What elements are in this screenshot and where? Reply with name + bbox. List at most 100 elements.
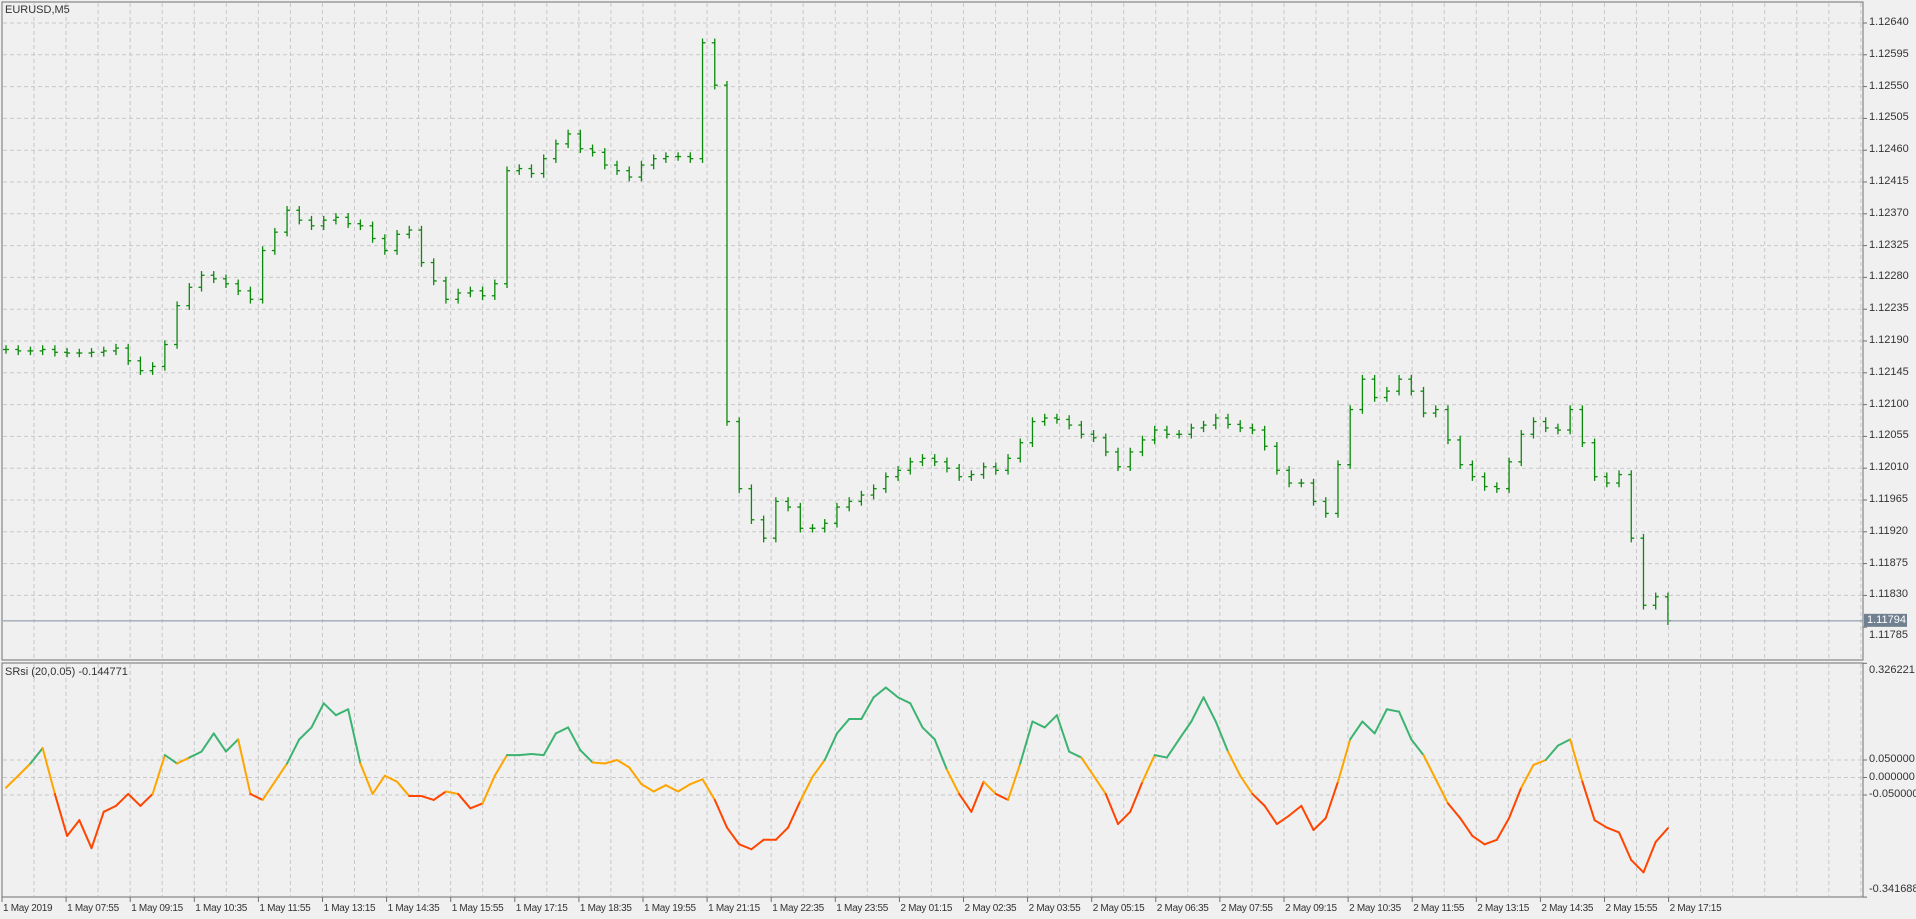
indicator-segment bbox=[1385, 708, 1401, 713]
price-bar bbox=[626, 166, 633, 182]
indicator-segment bbox=[1165, 738, 1181, 759]
indicator-segment bbox=[176, 756, 191, 765]
price-axis-label: 1.11920 bbox=[1869, 524, 1908, 537]
indicator-segment bbox=[66, 819, 81, 837]
time-axis-label: 2 May 14:35 bbox=[1541, 903, 1594, 914]
price-bar bbox=[247, 286, 254, 304]
time-axis-label: 2 May 03:55 bbox=[1028, 903, 1081, 914]
price-bar bbox=[1298, 478, 1305, 488]
price-bar bbox=[381, 234, 388, 255]
price-bar bbox=[1115, 447, 1122, 472]
indicator-segment bbox=[1153, 754, 1168, 759]
price-bar bbox=[1591, 438, 1598, 481]
indicator-segment bbox=[151, 754, 166, 795]
price-bar bbox=[1066, 415, 1073, 430]
indicator-axis-label: 0.000000 bbox=[1869, 770, 1915, 783]
price-bar bbox=[308, 215, 315, 231]
indicator-segment bbox=[249, 792, 264, 801]
indicator-segment bbox=[1275, 814, 1291, 826]
indicator-segment bbox=[1190, 696, 1205, 723]
indicator-segment bbox=[994, 792, 1010, 801]
chart-title: EURUSD,M5 bbox=[5, 4, 70, 16]
time-axis-label: 2 May 13:15 bbox=[1477, 903, 1530, 914]
indicator-segment bbox=[78, 819, 93, 850]
indicator-segment bbox=[725, 826, 741, 846]
indicator-title: SRsi (20,0.05) -0.144771 bbox=[5, 666, 128, 678]
price-bar bbox=[210, 271, 217, 284]
price-bar bbox=[882, 472, 889, 493]
time-axis-label: 1 May 14:35 bbox=[387, 903, 440, 914]
indicator-segment bbox=[481, 774, 496, 805]
indicator-segment bbox=[872, 686, 887, 699]
price-bar bbox=[760, 515, 767, 543]
price-bar bbox=[1542, 417, 1549, 433]
current-price-label: 1.11794 bbox=[1867, 613, 1906, 626]
indicator-segment bbox=[1422, 754, 1437, 781]
indicator-segment bbox=[1092, 774, 1107, 795]
price-bar bbox=[491, 279, 498, 301]
time-axis-label: 2 May 09:15 bbox=[1285, 903, 1337, 914]
price-bar bbox=[1396, 374, 1403, 396]
indicator-segment bbox=[188, 750, 203, 759]
price-bar bbox=[785, 497, 792, 512]
indicator-segment bbox=[1446, 802, 1462, 820]
price-bar bbox=[1090, 430, 1097, 443]
indicator-segment bbox=[396, 780, 411, 798]
indicator-segment bbox=[1544, 744, 1559, 761]
price-bar bbox=[1005, 454, 1012, 475]
indicator-segment bbox=[493, 754, 509, 777]
price-bar bbox=[931, 454, 938, 467]
price-bar bbox=[1530, 417, 1537, 439]
indicator-segment bbox=[90, 810, 105, 850]
price-bar bbox=[112, 343, 119, 356]
time-axis-label: 1 May 15:55 bbox=[451, 903, 504, 914]
price-bar bbox=[271, 227, 278, 255]
price-bar bbox=[161, 340, 168, 371]
indicator-segment bbox=[958, 792, 973, 813]
indicator-segment bbox=[1618, 831, 1633, 862]
price-bar bbox=[919, 454, 926, 467]
time-axis-label: 2 May 17:15 bbox=[1669, 903, 1722, 914]
price-bar bbox=[1286, 466, 1293, 488]
price-bar bbox=[369, 221, 376, 243]
indicator-segment bbox=[1202, 696, 1217, 723]
price-axis-label: 1.12235 bbox=[1869, 302, 1909, 315]
indicator-segment bbox=[530, 753, 545, 757]
price-bar bbox=[467, 286, 474, 298]
price-bar bbox=[1176, 430, 1183, 439]
price-bar bbox=[332, 213, 339, 225]
time-axis-label: 2 May 07:55 bbox=[1220, 903, 1273, 914]
indicator-segment bbox=[1251, 792, 1266, 807]
indicator-segment bbox=[591, 761, 606, 765]
indicator-segment bbox=[1605, 826, 1621, 834]
indicator-segment bbox=[469, 802, 484, 810]
price-bar bbox=[980, 462, 987, 479]
price-axis-label: 1.11875 bbox=[1869, 556, 1908, 569]
price-bar bbox=[1359, 374, 1366, 414]
price-bar bbox=[15, 345, 22, 356]
price-bar bbox=[540, 154, 547, 178]
price-bar bbox=[418, 225, 425, 267]
indicator-segment bbox=[921, 726, 936, 741]
price-bar bbox=[1029, 417, 1036, 447]
price-bar bbox=[27, 346, 34, 356]
indicator-segment bbox=[567, 726, 582, 752]
time-axis-label: 1 May 07:55 bbox=[67, 903, 119, 914]
indicator-segment bbox=[1495, 817, 1511, 841]
indicator-segment bbox=[970, 780, 985, 813]
price-axis-label: 1.12505 bbox=[1869, 111, 1909, 124]
indicator-segment bbox=[1239, 774, 1254, 795]
price-bar bbox=[1493, 482, 1500, 493]
indicator-segment bbox=[41, 747, 56, 795]
indicator-segment bbox=[933, 738, 948, 771]
indicator-segment bbox=[1373, 708, 1388, 735]
price-bar bbox=[1102, 433, 1109, 457]
price-axis-label: 1.12280 bbox=[1869, 270, 1909, 283]
price-bar bbox=[1506, 457, 1513, 493]
indicator-segment bbox=[1068, 750, 1083, 759]
indicator-segment bbox=[1043, 714, 1058, 729]
time-axis-label: 1 May 10:35 bbox=[195, 903, 248, 914]
indicator-segment bbox=[5, 774, 20, 789]
price-bar bbox=[1481, 472, 1488, 491]
